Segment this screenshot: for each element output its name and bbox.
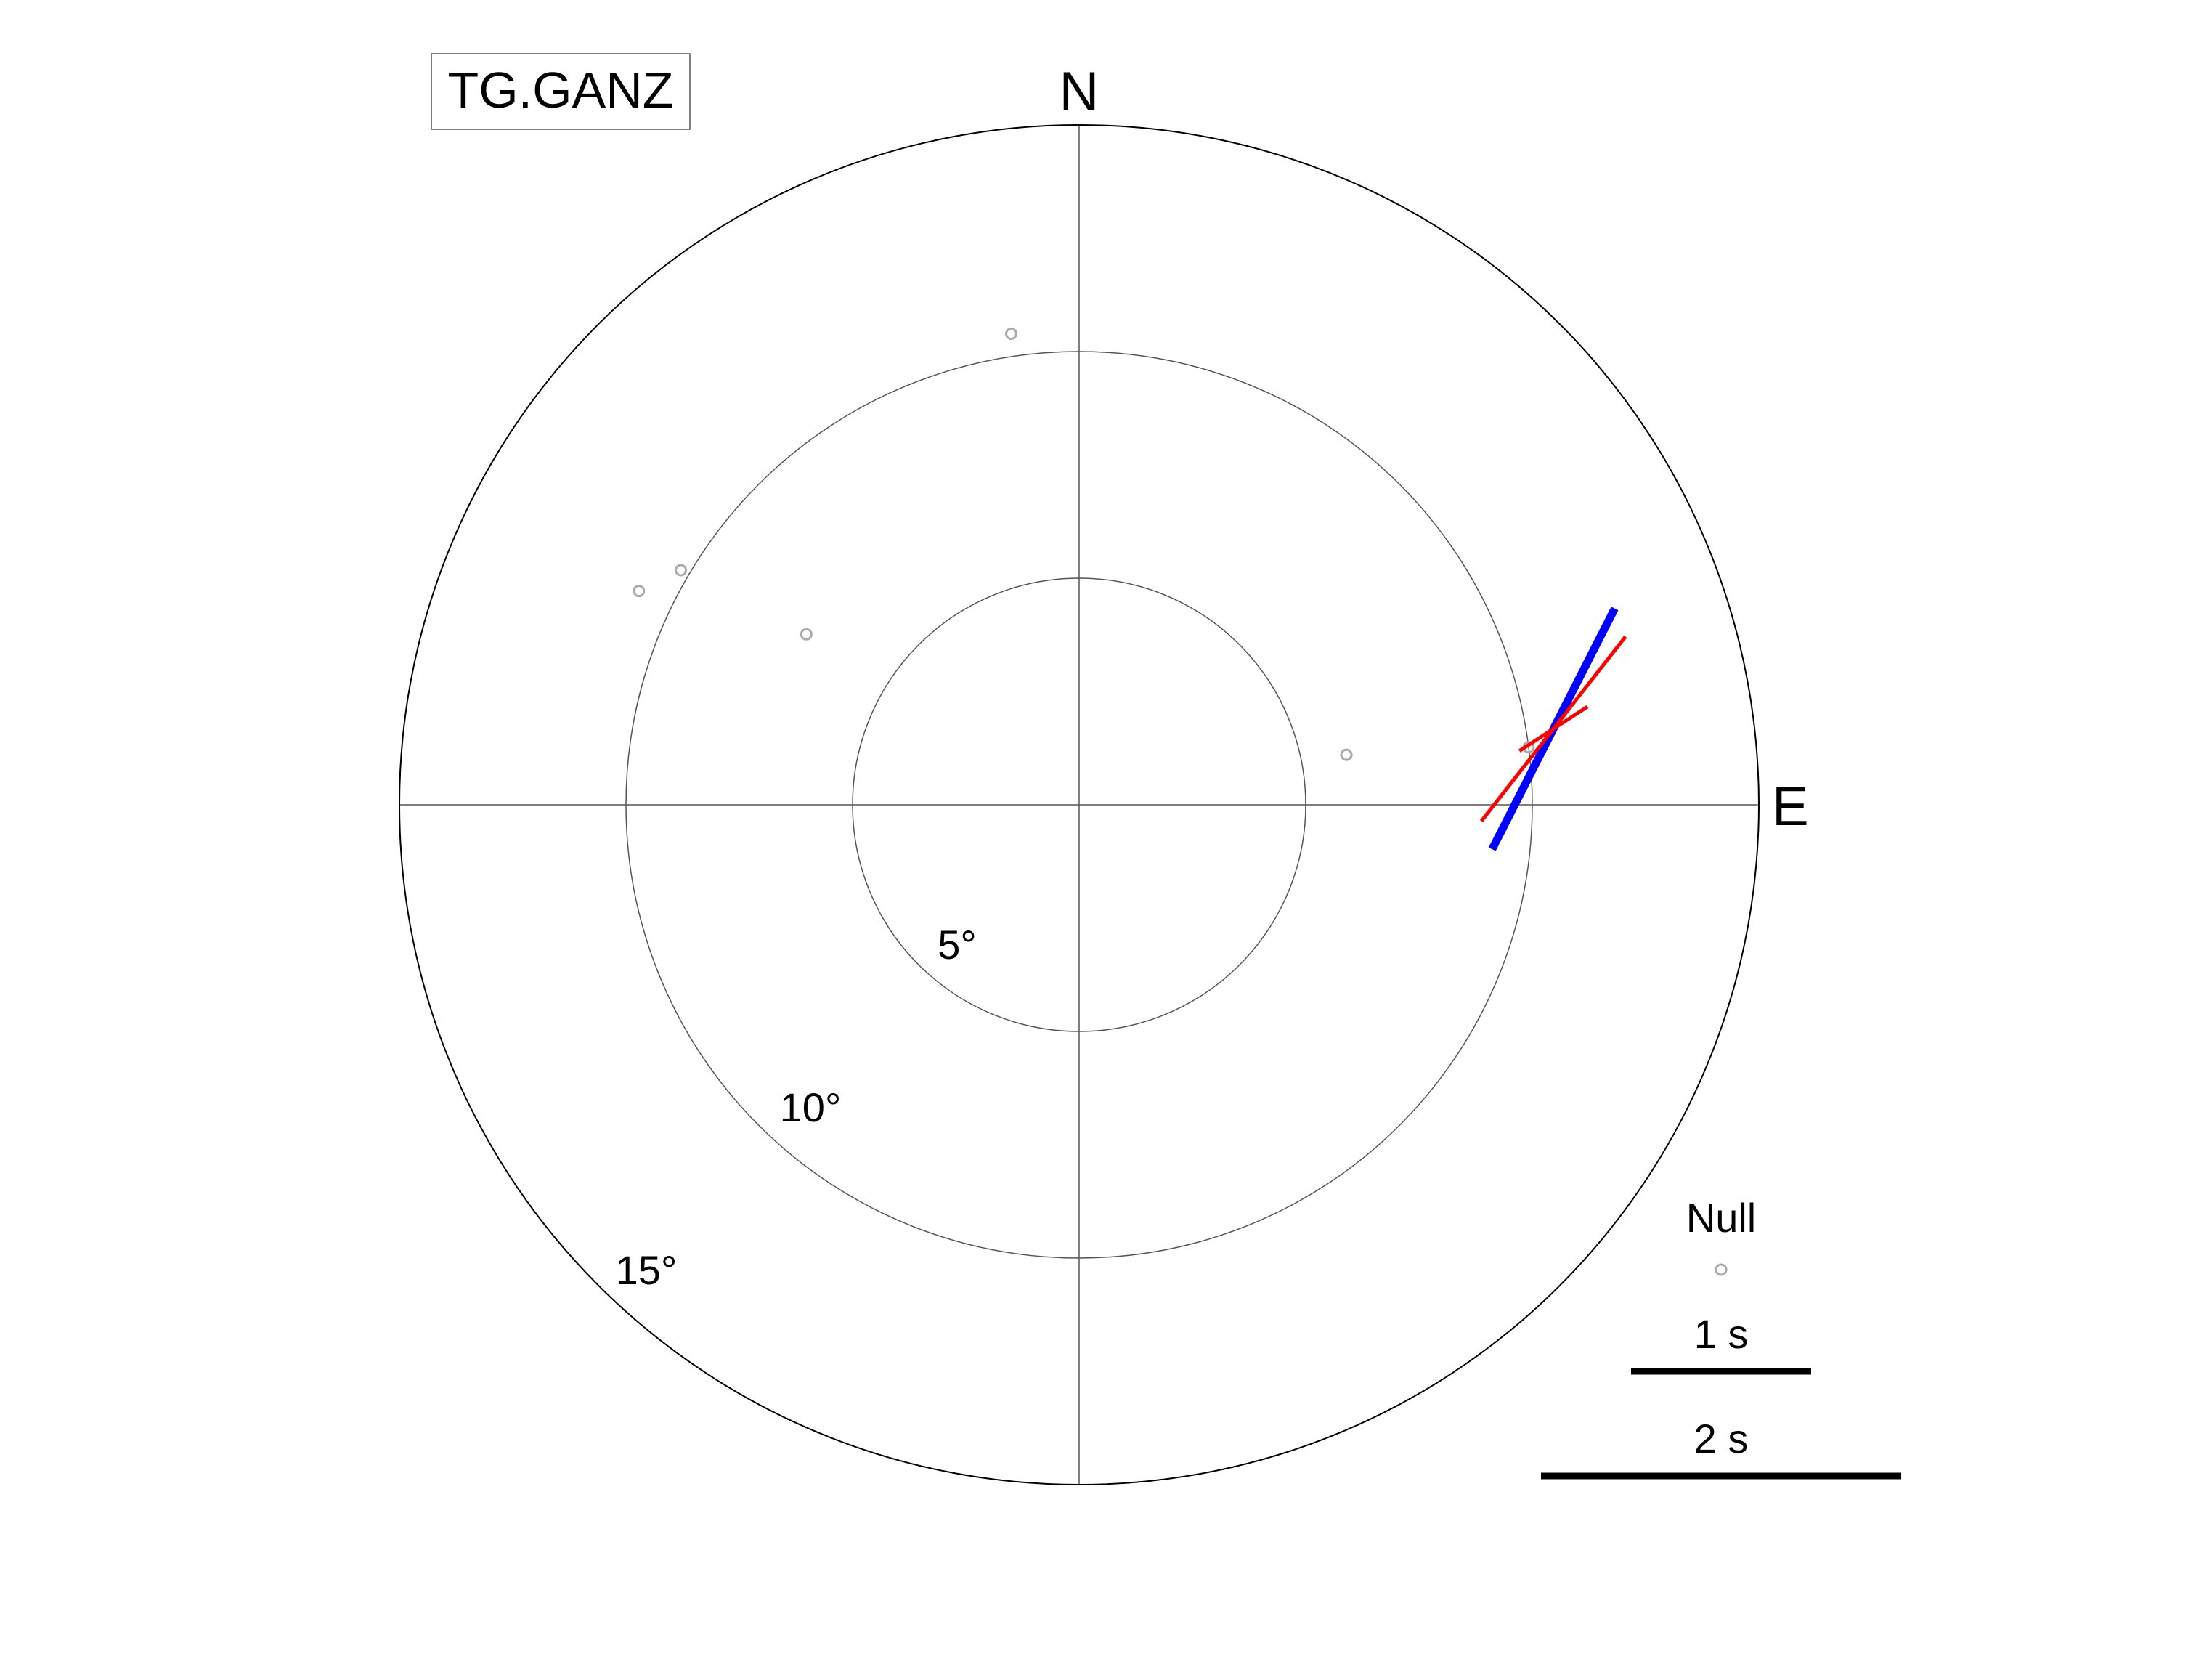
legend-null-marker (1715, 1263, 1728, 1276)
outer-circle-15-deg (399, 124, 1760, 1485)
ring-10-deg (625, 351, 1533, 1259)
splitting-measurements (1479, 607, 1627, 851)
ring-label-5: 5° (938, 922, 977, 968)
north-label: N (1060, 61, 1099, 123)
legend-scale-label-1s: 1 s (1694, 1311, 1749, 1357)
polar-grid (399, 124, 1760, 1485)
legend-null-label: Null (1686, 1195, 1756, 1241)
null-point-1 (1005, 328, 1017, 340)
ring-label-15: 15° (616, 1247, 678, 1293)
legend: Null 1 s 2 s (1541, 1195, 1901, 1480)
split-bar-single-3 (1518, 705, 1589, 753)
legend-scale-label-2s: 2 s (1694, 1416, 1749, 1461)
null-point-3 (633, 585, 646, 598)
ring-label-10: 10° (780, 1084, 842, 1130)
station-label-frame (431, 53, 691, 130)
null-point-2 (675, 564, 688, 577)
station-label-text: TG.GANZ (447, 62, 673, 118)
station-label: TG.GANZ (431, 53, 691, 130)
null-measurements (633, 328, 1535, 761)
null-point-4 (800, 628, 813, 641)
ring-5-deg (852, 577, 1306, 1032)
null-point-5 (1340, 748, 1353, 761)
east-label: E (1772, 776, 1809, 837)
